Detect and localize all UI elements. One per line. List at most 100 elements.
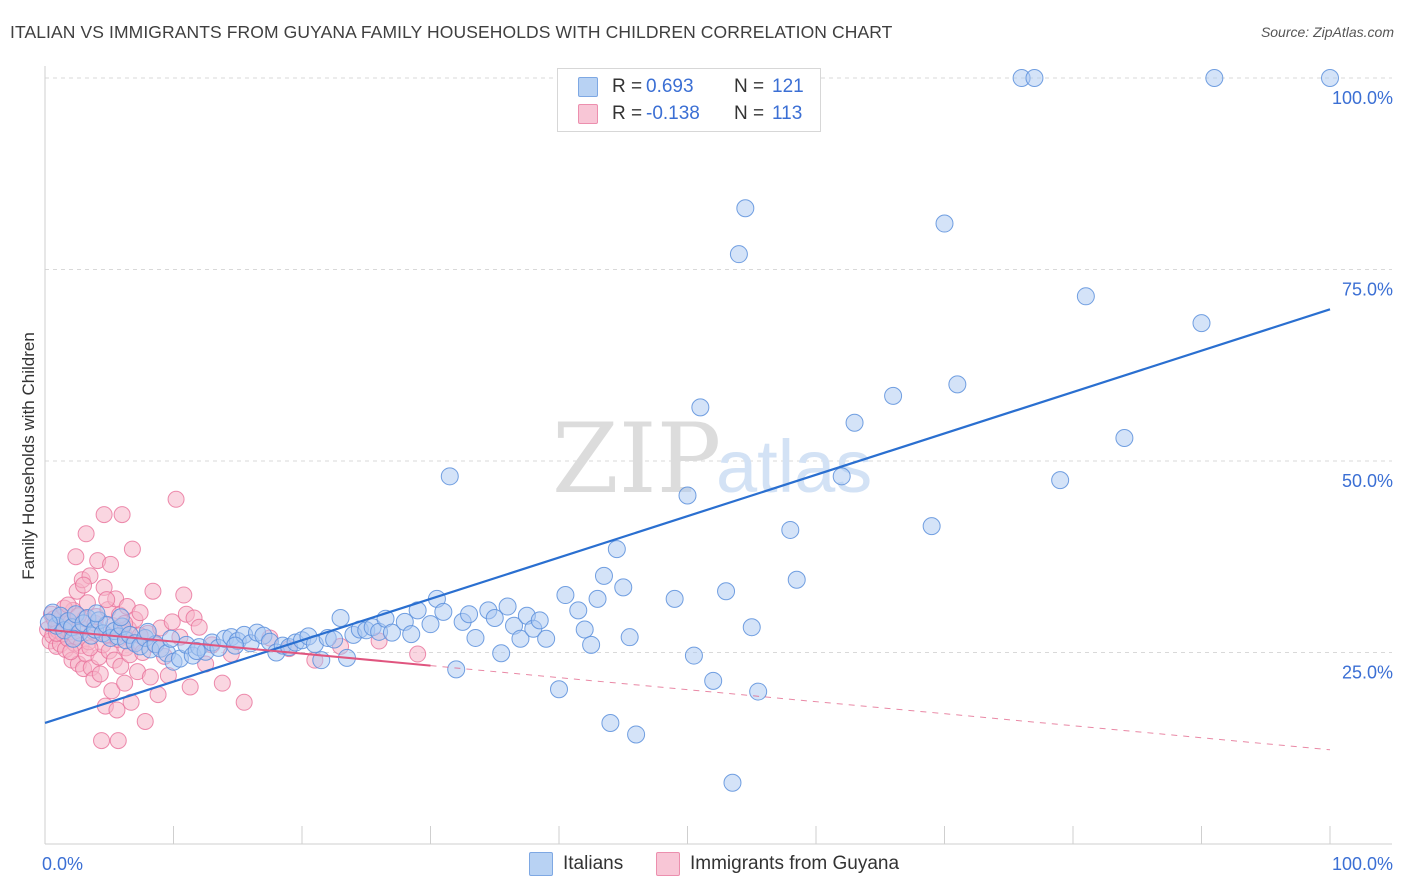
italians-point [87,604,106,623]
bottom-legend-guyana: Immigrants from Guyana [656,852,899,876]
guyana-point [123,540,141,558]
italians-point [511,629,530,648]
italians-point [787,570,806,589]
legend-row-italians: R = 0.693 N = 121 [578,75,804,99]
legend: R = 0.693 N = 121 R = -0.138 N = 113 [557,68,821,132]
guyana-point [93,732,111,750]
italians-point [717,582,736,601]
guyana-point [67,548,85,566]
guyana-point [75,576,93,594]
italians-point [556,586,575,605]
italians-point [749,682,768,701]
guyana-point [181,678,199,696]
guyana-point [77,525,95,543]
italians-point [466,628,485,647]
guyana-point [175,586,193,604]
italians-trend-line [44,308,1331,725]
legend-n-value: 121 [772,76,804,97]
italians-point [935,214,954,233]
italians-point [382,623,401,642]
guyana-point [103,682,121,700]
italians-point [723,773,742,792]
italians-point [884,386,903,405]
grid-lines [45,77,1392,653]
legend-r-value: 0.693 [646,76,694,97]
guyana-legend-swatch [656,852,680,876]
italians-point [492,644,511,663]
guyana-legend-label: Immigrants from Guyana [690,853,900,874]
italians-point [601,713,620,732]
italians-point [485,609,504,628]
tick-labels: 25.0% 50.0% 75.0% 100.0% 0.0% 100.0% [42,88,1393,874]
italians-point [421,615,440,634]
guyana-point [141,668,159,686]
italians-point [607,540,626,559]
italians-point [627,725,646,744]
guyana-point [131,604,149,622]
italians-point [569,601,588,620]
guyana-point [108,701,126,719]
italians-point [1205,69,1224,87]
italians-point [588,589,607,608]
italians-point [161,629,180,648]
guyana-point [167,490,185,508]
italians-point [460,605,479,624]
guyana-point [190,618,208,636]
italians-point [187,641,206,660]
italians-point [537,629,556,648]
legend-row-guyana: R = -0.138 N = 113 [578,102,802,126]
italians-point [678,486,697,505]
italians-point [575,620,594,639]
guyana-point [102,555,120,573]
watermark-atlas: atlas [716,425,872,508]
guyana-point [213,674,231,692]
y-tick-label: 25.0% [1342,663,1393,683]
italians-point [684,646,703,665]
italians-point [1115,429,1134,448]
legend-n-value: 113 [772,103,803,124]
source-label: Source: ZipAtlas.com [1260,24,1394,40]
guyana-point [116,674,134,692]
italians-point [434,602,453,621]
guyana-swatch [578,104,598,124]
guyana-point [113,506,131,524]
legend-n-label: N = [734,103,765,124]
legend-r-value: -0.138 [646,103,700,124]
italians-point [665,589,684,608]
axes [44,66,1392,845]
italians-point [530,611,549,630]
guyana-trend-line [44,628,431,667]
italians-point [582,635,601,654]
trend-lines [44,308,1331,751]
italians-point [594,566,613,585]
italians-point [447,660,466,679]
guyana-point [91,665,109,683]
guyana-point [109,732,127,750]
italians-point [331,609,350,628]
legend-r-label: R = [612,103,643,124]
italians-point [781,520,800,539]
y-tick-label: 50.0% [1342,471,1393,491]
guyana-point [163,613,181,631]
guyana-point [235,693,253,711]
italians-point [64,629,83,648]
italians-point [440,467,459,486]
legend-r-label: R = [612,76,643,97]
guyana-point [112,657,130,675]
italians-point [736,199,755,218]
bottom-legend-italians: Italians [529,852,623,876]
guyana-point [95,506,113,524]
italians-point [1076,287,1095,306]
italians-point [948,375,967,394]
italians-point [1051,471,1070,490]
italians-point [614,578,633,597]
x-tick-label: 100.0% [1332,854,1393,874]
italians-point [1025,69,1044,87]
italians-point [922,517,941,536]
italians-point [1321,69,1339,87]
italians-point [845,413,864,432]
italians-point [138,622,157,641]
x-tick-label: 0.0% [42,854,83,874]
italians-point [402,625,421,644]
